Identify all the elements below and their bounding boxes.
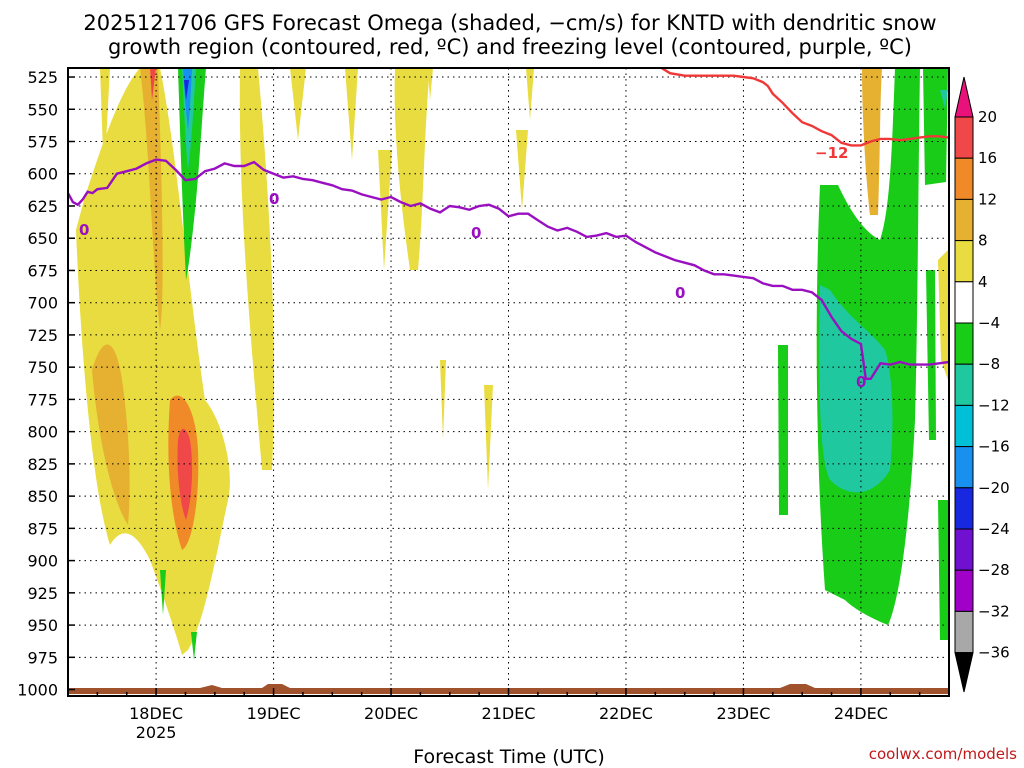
colorbar-label: −20 (978, 479, 1010, 497)
colorbar-label: 4 (978, 273, 988, 291)
chart-title-line-2: growth region (contoured, red, ºC) and f… (108, 35, 912, 59)
x-tick-label: 22DEC (599, 704, 653, 723)
y-tick-label: 625 (27, 197, 58, 216)
freezing-label: 0 (856, 373, 866, 391)
y-axis: 525 550 575 600 625 650 675 700 725 750 775 800 825 8… (17, 68, 75, 700)
omega-shading (76, 68, 948, 660)
y-tick-label: 650 (27, 229, 58, 248)
colorbar-cap-bottom (954, 652, 974, 693)
x-tick-sublabel: 2025 (136, 723, 177, 742)
colorbar-label: 8 (978, 232, 988, 250)
y-tick-label: 825 (27, 455, 58, 474)
colorbar-swatch (954, 446, 974, 489)
y-tick-label: 875 (27, 519, 58, 538)
watermark: coolwx.com/models (869, 745, 1017, 763)
y-tick-label: 675 (27, 261, 58, 280)
colorbar-label: −8 (978, 355, 1000, 373)
x-tick-label: 18DEC (129, 704, 183, 723)
y-tick-label: 800 (27, 423, 58, 442)
y-tick-label: 775 (27, 390, 58, 409)
colorbar-swatch (954, 116, 974, 159)
colorbar-label: −24 (978, 520, 1010, 538)
colorbar-swatch (954, 157, 974, 200)
freezing-label: 0 (79, 221, 89, 239)
colorbar-label: −16 (978, 438, 1010, 456)
x-tick-label: 24DEC (834, 704, 888, 723)
colorbar-swatch (954, 404, 974, 448)
y-tick-label: 600 (27, 165, 58, 184)
colorbar-label: 16 (978, 149, 997, 167)
freezing-label: 0 (675, 284, 685, 302)
colorbar-label: −4 (978, 314, 1000, 332)
colorbar-swatch (954, 487, 974, 530)
colorbar-label: −12 (978, 396, 1010, 414)
y-tick-label: 850 (27, 487, 58, 506)
colorbar-swatch (954, 528, 974, 571)
colorbar-label: −36 (978, 644, 1010, 662)
colorbar: 20 16 12 8 4 −4 −8 −12 −16 −20 −24 −28 −32 −36 (954, 76, 1010, 693)
colorbar-swatch (954, 610, 974, 654)
dgz-label: −12 (815, 144, 848, 162)
freezing-label: 0 (269, 190, 279, 208)
x-tick-label: 23DEC (716, 704, 770, 723)
colorbar-label: 12 (978, 190, 997, 208)
y-tick-label: 550 (27, 100, 58, 119)
colorbar-swatch (954, 322, 974, 365)
y-tick-label: 700 (27, 294, 58, 313)
freezing-label: 0 (471, 224, 481, 242)
colorbar-swatch (954, 240, 974, 283)
colorbar-label: 20 (978, 108, 997, 126)
colorbar-swatch (954, 363, 974, 406)
y-tick-label: 900 (27, 552, 58, 571)
x-tick-label: 19DEC (247, 704, 301, 723)
y-tick-label: 950 (27, 616, 58, 635)
colorbar-swatch (954, 198, 974, 242)
y-tick-label: 1000 (17, 681, 58, 700)
x-tick-label: 21DEC (482, 704, 536, 723)
colorbar-swatch (954, 569, 974, 612)
y-tick-label: 750 (27, 358, 58, 377)
chart-title-line-1: 2025121706 GFS Forecast Omega (shaded, −… (83, 11, 936, 35)
y-tick-label: 925 (27, 584, 58, 603)
y-tick-label: 975 (27, 648, 58, 667)
x-axis-label: Forecast Time (UTC) (413, 746, 604, 768)
y-tick-label: 575 (27, 133, 58, 152)
colorbar-label: −32 (978, 602, 1010, 620)
dendritic-growth-line (659, 68, 949, 147)
freezing-level-line (68, 158, 949, 380)
colorbar-cap-top (954, 76, 974, 118)
colorbar-label: −28 (978, 561, 1010, 579)
x-tick-label: 20DEC (364, 704, 418, 723)
y-tick-label: 725 (27, 326, 58, 345)
y-tick-label: 525 (27, 68, 58, 87)
colorbar-swatch (954, 281, 974, 324)
